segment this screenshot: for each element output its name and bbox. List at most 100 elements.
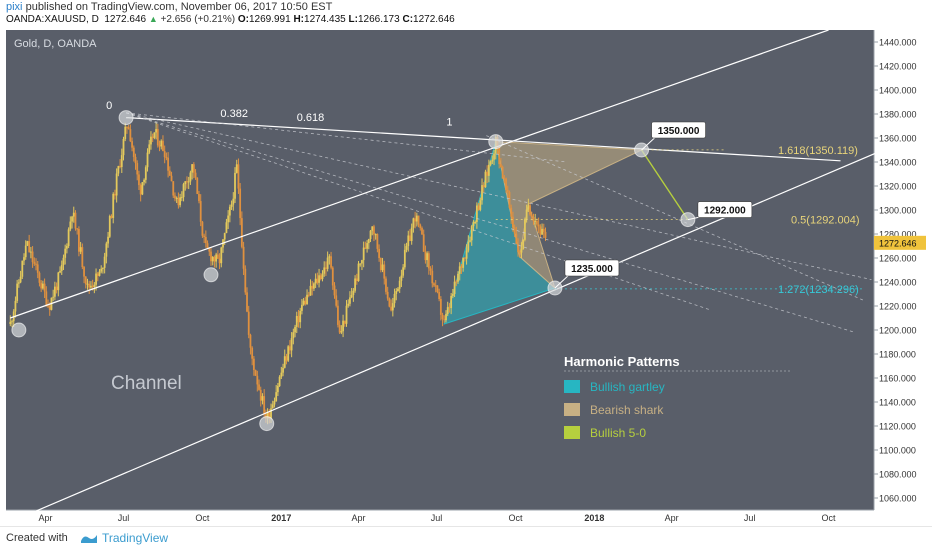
candle-body — [162, 140, 164, 152]
candle-body — [321, 273, 324, 280]
candle-body — [441, 314, 444, 320]
candle-body — [354, 278, 356, 291]
candle-body — [309, 285, 312, 296]
candle-body — [95, 273, 97, 285]
candle-body — [143, 179, 145, 183]
candle-body — [398, 280, 401, 289]
price-chart[interactable]: Gold, D, OANDA 0 0.382 0.618 1 1.618(1350.11… — [6, 30, 926, 526]
candle-body — [421, 228, 423, 235]
candle-body — [134, 156, 137, 164]
candle-body — [460, 266, 463, 268]
candle-body — [48, 305, 51, 310]
candle-body — [11, 321, 13, 323]
tradingview-brand[interactable]: TradingView — [102, 531, 169, 545]
candle-body — [333, 285, 336, 296]
candle-body — [64, 248, 67, 258]
candle-body — [510, 207, 513, 217]
pivot-point — [11, 322, 27, 338]
candle-body — [52, 296, 55, 298]
candle-body — [88, 283, 91, 288]
candle-body — [110, 216, 113, 218]
candle-body — [373, 226, 375, 235]
x-tick-label: Oct — [195, 513, 210, 523]
channel-upper-line — [10, 30, 829, 319]
candle-body — [361, 260, 363, 264]
candle-body — [184, 181, 187, 185]
y-tick-label: 1060.000 — [879, 494, 917, 504]
candle-body — [475, 205, 478, 222]
price-target-box — [697, 201, 753, 218]
candle-body — [247, 311, 250, 335]
symbol-label: OANDA:XAUUSD, D — [6, 14, 99, 25]
candle-body — [431, 270, 434, 284]
candle-body — [313, 283, 315, 289]
candle-body — [525, 209, 528, 220]
candle-body — [216, 254, 219, 259]
candle-body — [156, 129, 159, 146]
candle-body — [19, 276, 22, 283]
callout-pointer — [554, 274, 570, 289]
price-change: +2.656 (+0.21%) — [160, 14, 236, 25]
x-tick-label: Oct — [822, 513, 837, 523]
candle-body — [311, 285, 314, 289]
y-tick-label: 1360.000 — [879, 134, 917, 144]
x-tick-label: 2018 — [584, 513, 604, 523]
price-target-label: 1292.000 — [704, 206, 746, 217]
candle-body — [316, 278, 319, 283]
candle-body — [436, 285, 439, 293]
candle-body — [40, 282, 43, 289]
candle-body — [278, 376, 281, 387]
pivot-point — [203, 267, 219, 283]
candle-body — [234, 172, 236, 199]
candle-body — [172, 181, 175, 196]
candle-body — [326, 257, 329, 269]
candle-body — [319, 275, 322, 280]
candle-body — [237, 164, 240, 189]
candle-body — [132, 147, 135, 157]
candle-body — [124, 126, 127, 139]
candle-body — [228, 206, 231, 216]
candle-body — [419, 224, 422, 229]
candle-body — [391, 303, 394, 311]
candle-body — [539, 226, 542, 235]
candle-body — [405, 246, 408, 250]
candle-body — [529, 205, 531, 215]
x-tick-label: Jul — [744, 513, 756, 523]
candle-body — [208, 248, 211, 252]
candle-body — [498, 147, 501, 165]
candle-body — [264, 413, 267, 419]
tradingview-logo-icon[interactable] — [80, 532, 98, 545]
high-value: 1274.435 — [304, 14, 346, 25]
candle-body — [445, 314, 447, 321]
candle-body — [83, 267, 85, 277]
candle-body — [239, 188, 242, 219]
candle-body — [100, 268, 103, 272]
y-tick-label: 1200.000 — [879, 326, 917, 336]
candle-body — [33, 262, 36, 264]
candle-body — [467, 241, 470, 251]
harmonic-legend: Harmonic Patterns Bullish gartley Bearish … — [564, 354, 791, 440]
candle-body — [103, 256, 106, 268]
fib-ratio-label: 0.382 — [220, 108, 248, 120]
candle-body — [153, 132, 156, 138]
candle-body — [126, 126, 128, 128]
author-link[interactable]: pixi — [6, 1, 23, 13]
fib-level-label: 0.5(1292.004) — [791, 215, 860, 227]
candle-body — [364, 247, 367, 249]
candle-body — [78, 229, 80, 252]
candle-body — [9, 321, 12, 324]
candle-body — [427, 253, 430, 269]
candle-body — [74, 212, 77, 229]
candle-body — [481, 185, 483, 201]
x-tick-label: Apr — [352, 513, 366, 523]
candle-body — [45, 291, 48, 306]
candle-body — [314, 278, 317, 284]
candle-body — [302, 300, 305, 305]
candle-body — [407, 235, 410, 247]
candle-body — [55, 286, 58, 291]
candle-body — [294, 326, 296, 333]
candle-body — [290, 338, 293, 351]
candle-body — [23, 257, 25, 261]
fib-ratio-label: 0.618 — [297, 112, 325, 124]
candle-body — [443, 319, 446, 321]
